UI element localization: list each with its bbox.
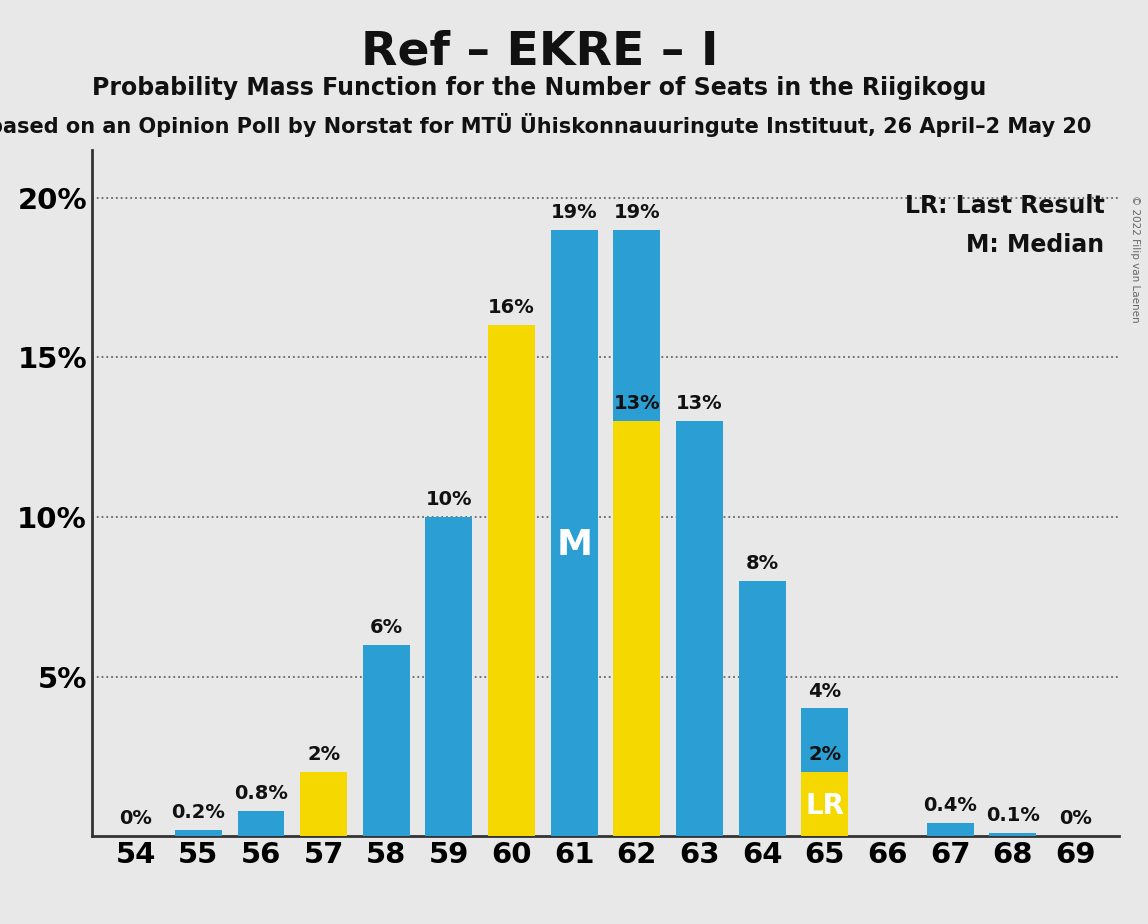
Text: LR: LR	[806, 792, 844, 820]
Bar	[551, 229, 598, 836]
Bar	[801, 772, 848, 836]
Text: 0%: 0%	[1058, 809, 1092, 828]
Bar	[738, 581, 785, 836]
Bar	[990, 833, 1037, 836]
Text: 19%: 19%	[551, 202, 598, 222]
Bar	[613, 229, 660, 836]
Bar	[676, 421, 723, 836]
Text: 4%: 4%	[808, 682, 841, 700]
Bar	[300, 772, 347, 836]
Text: 0.4%: 0.4%	[923, 796, 977, 816]
Text: M: M	[557, 528, 592, 562]
Bar	[174, 830, 222, 836]
Text: Ref – EKRE – I: Ref – EKRE – I	[360, 30, 719, 75]
Text: 0.2%: 0.2%	[171, 803, 225, 821]
Bar	[426, 517, 473, 836]
Text: 0.1%: 0.1%	[986, 806, 1040, 825]
Bar	[801, 709, 848, 836]
Bar	[926, 823, 974, 836]
Text: 2%: 2%	[307, 746, 340, 764]
Text: M: Median: M: Median	[967, 233, 1104, 257]
Text: 0%: 0%	[119, 809, 153, 828]
Text: Probability Mass Function for the Number of Seats in the Riigikogu: Probability Mass Function for the Number…	[92, 76, 987, 100]
Text: 8%: 8%	[746, 553, 778, 573]
Text: based on an Opinion Poll by Norstat for MTÜ Ühiskonnauuringute Instituut, 26 Apr: based on an Opinion Poll by Norstat for …	[0, 113, 1092, 137]
Text: 6%: 6%	[370, 617, 403, 637]
Text: © 2022 Filip van Laenen: © 2022 Filip van Laenen	[1130, 195, 1140, 322]
Text: 13%: 13%	[676, 395, 723, 413]
Text: 16%: 16%	[488, 298, 535, 317]
Bar	[238, 810, 285, 836]
Text: 13%: 13%	[613, 395, 660, 413]
Bar	[488, 325, 535, 836]
Text: 19%: 19%	[613, 202, 660, 222]
Text: 10%: 10%	[426, 490, 472, 509]
Text: 0.8%: 0.8%	[234, 784, 288, 803]
Bar	[613, 421, 660, 836]
Text: LR: Last Result: LR: Last Result	[905, 194, 1104, 218]
Text: 2%: 2%	[808, 746, 841, 764]
Bar	[363, 645, 410, 836]
